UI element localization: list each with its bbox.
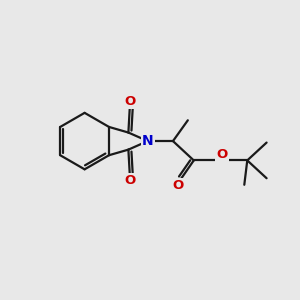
Text: O: O — [124, 95, 136, 108]
Text: O: O — [172, 178, 184, 192]
Text: N: N — [142, 134, 154, 148]
Text: O: O — [216, 148, 228, 161]
Text: O: O — [124, 174, 136, 187]
